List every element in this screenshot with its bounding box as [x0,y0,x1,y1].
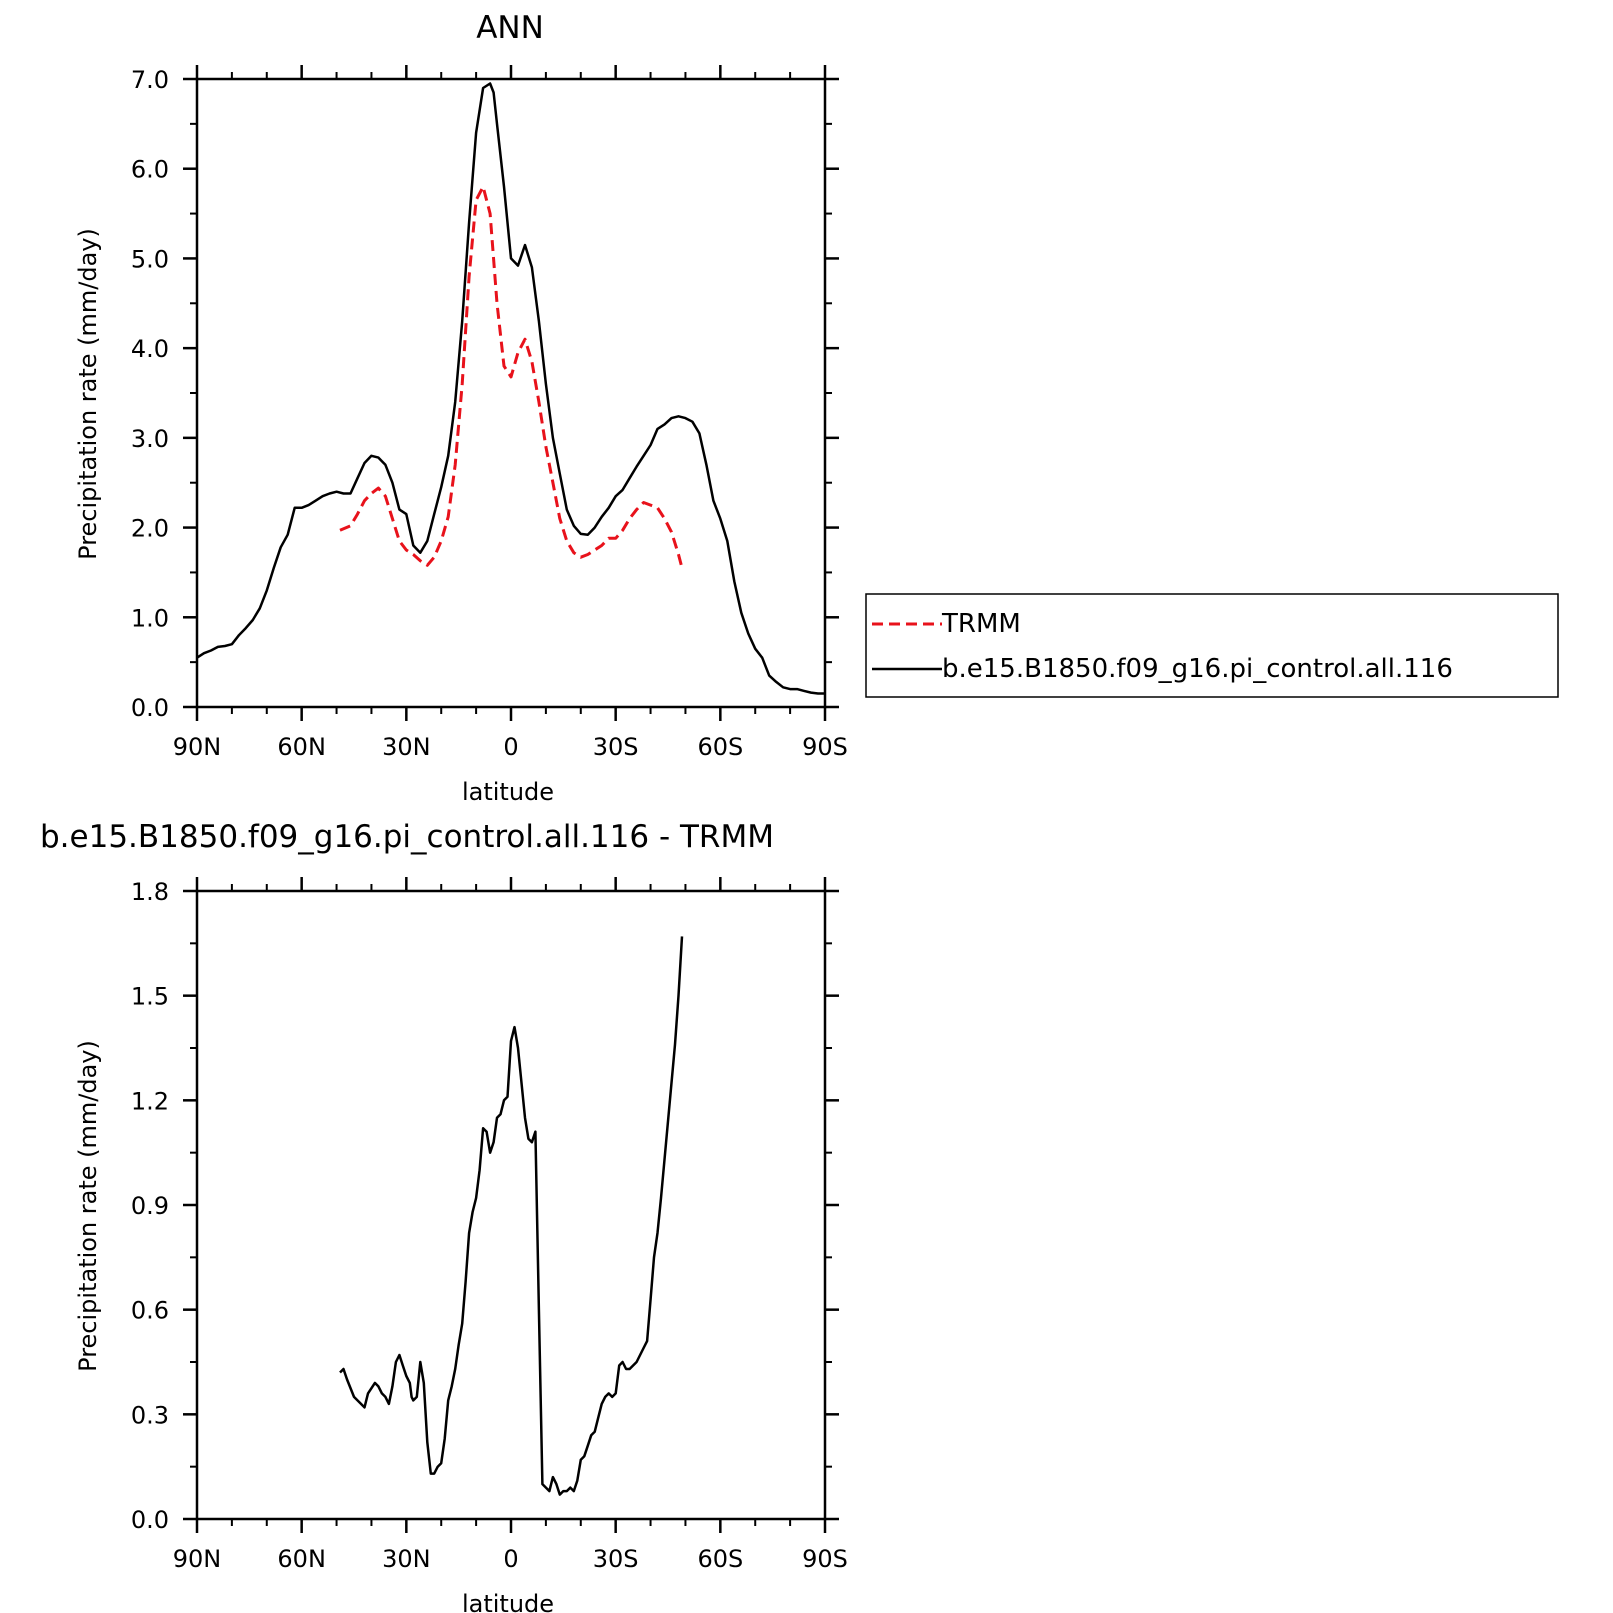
y-tick-label: 0.3 [131,1401,169,1429]
x-tick-label: 30N [382,1545,431,1573]
x-tick-label: 60S [697,733,743,761]
y-tick-labels: 0.0 0.3 0.6 0.9 1.2 1.5 1.8 [131,878,169,1534]
chart-title: b.e15.B1850.f09_g16.pi_control.all.116 -… [40,819,774,855]
series-line-difference [339,936,684,1496]
y-tick-label: 3.0 [131,425,169,453]
y-tick-label: 0.9 [131,1192,169,1220]
chart-title: ANN [476,10,544,46]
y-tick-label: 0.6 [131,1297,169,1325]
y-tick-label: 2.0 [131,515,169,543]
y-tick-label: 0.0 [131,694,169,722]
y-tick-label: 1.2 [131,1087,169,1115]
y-tick-labels: 0.0 1.0 2.0 3.0 4.0 5.0 6.0 7.0 [131,66,169,722]
y-axis-label: Precipitation rate (mm/day) [74,1040,102,1372]
x-axis-label: latitude [462,778,554,806]
plot-frame [195,77,827,709]
tick-marks [183,65,839,721]
y-tick-label: 7.0 [131,66,169,94]
y-tick-label: 4.0 [131,335,169,363]
x-tick-label: 0 [503,1545,518,1573]
x-tick-label: 30S [593,1545,639,1573]
series-line-model [196,82,825,695]
y-tick-label: 0.0 [131,1506,169,1534]
x-tick-label: 90S [802,1545,848,1573]
panel-annual-precipitation: ANN Precipitation rate (mm/day) latitude… [74,10,848,806]
y-tick-label: 1.8 [131,878,169,906]
series-line-trmm [339,185,684,569]
x-tick-label: 60S [697,1545,743,1573]
y-tick-label: 5.0 [131,245,169,273]
x-axis-label: latitude [462,1590,554,1613]
x-tick-labels: 90N 60N 30N 0 30S 60S 90S [173,733,848,761]
x-tick-label: 90N [173,1545,222,1573]
panel-difference: b.e15.B1850.f09_g16.pi_control.all.116 -… [40,819,848,1613]
x-tick-label: 90N [173,733,222,761]
x-tick-label: 60N [277,1545,326,1573]
legend-label-trmm: TRMM [941,609,1021,639]
x-tick-labels: 90N 60N 30N 0 30S 60S 90S [173,1545,848,1573]
x-tick-label: 30N [382,733,431,761]
series-group [339,936,684,1496]
legend-label-model: b.e15.B1850.f09_g16.pi_control.all.116 [942,654,1453,684]
x-tick-label: 30S [593,733,639,761]
tick-marks [183,877,839,1533]
y-tick-label: 1.0 [131,604,169,632]
y-axis-label: Precipitation rate (mm/day) [74,228,102,560]
series-group [196,82,825,695]
y-tick-label: 6.0 [131,156,169,184]
x-tick-label: 0 [503,733,518,761]
x-tick-label: 90S [802,733,848,761]
plot-frame [195,889,827,1521]
y-tick-label: 1.5 [131,983,169,1011]
x-tick-label: 60N [277,733,326,761]
legend-box [865,593,1559,698]
legend: TRMM b.e15.B1850.f09_g16.pi_control.all.… [865,593,1559,698]
